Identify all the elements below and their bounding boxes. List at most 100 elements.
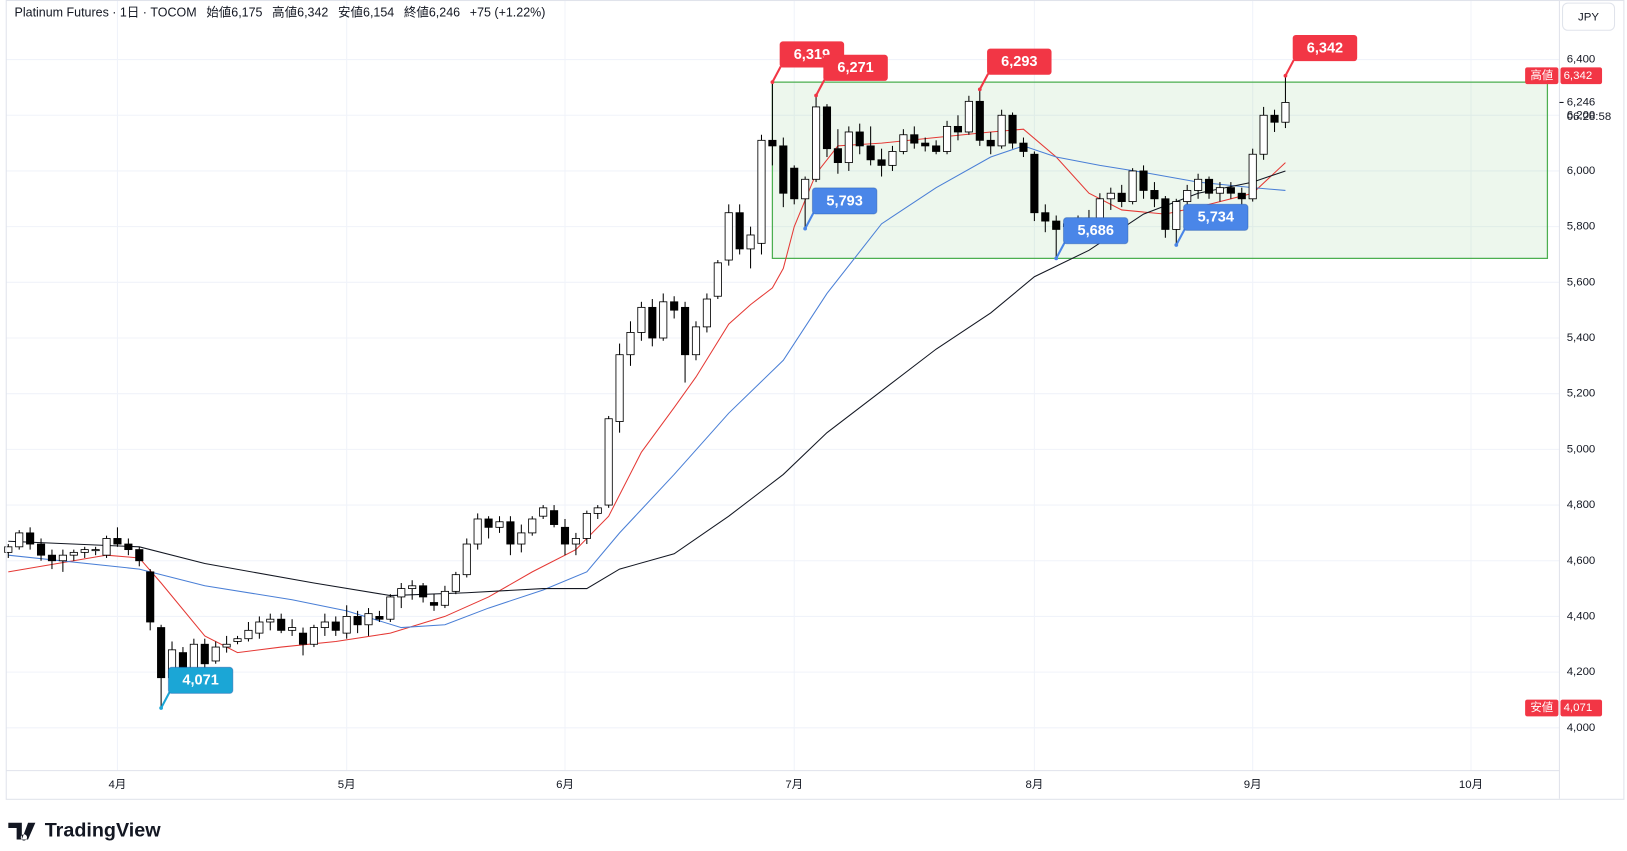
price-note-label: 4,071 bbox=[182, 673, 218, 689]
candle-body bbox=[517, 532, 526, 545]
candle-body bbox=[288, 627, 297, 631]
candle-body bbox=[1019, 142, 1028, 152]
y-tick-label: 4,200 bbox=[1567, 666, 1596, 678]
candle-body bbox=[1248, 153, 1257, 200]
last-price-label: 6,246 bbox=[1567, 96, 1596, 108]
candle-body bbox=[866, 145, 875, 161]
candle-body bbox=[942, 125, 952, 152]
candle-body bbox=[244, 629, 253, 640]
candle-body bbox=[1128, 170, 1137, 202]
candle-body bbox=[1215, 187, 1224, 194]
currency-label[interactable]: JPY bbox=[1578, 11, 1599, 23]
candle-body bbox=[757, 139, 766, 244]
candle-body bbox=[648, 306, 657, 339]
candle-body bbox=[953, 125, 963, 133]
price-tag-box bbox=[1560, 699, 1603, 717]
candle-body bbox=[910, 134, 919, 144]
y-tick-label: 5,200 bbox=[1567, 388, 1596, 400]
candle-body bbox=[921, 142, 930, 147]
candle-body bbox=[331, 621, 340, 631]
candle-body bbox=[1150, 190, 1159, 200]
candle-body bbox=[80, 549, 89, 553]
ohlc-low: 安値6,154 bbox=[338, 5, 394, 20]
candle-body bbox=[484, 518, 493, 528]
price-note-label: 5,734 bbox=[1198, 210, 1235, 226]
candle-body bbox=[375, 616, 384, 620]
candle-body bbox=[779, 145, 788, 194]
candle-body bbox=[277, 618, 286, 631]
price-note-box bbox=[811, 187, 878, 215]
price-note-pointer bbox=[771, 65, 782, 83]
candle-body bbox=[255, 621, 264, 634]
y-tick-label: 4,000 bbox=[1567, 722, 1596, 734]
brand[interactable]: TradingView bbox=[8, 819, 161, 841]
candle-body bbox=[1204, 178, 1214, 194]
price-note: 5,734 bbox=[1174, 203, 1249, 247]
x-tick-label: 10月 bbox=[1459, 779, 1483, 791]
candle-body bbox=[408, 585, 417, 590]
candle-body bbox=[899, 134, 908, 152]
y-tick-label: 4,400 bbox=[1567, 610, 1596, 622]
y-tick-label: 5,800 bbox=[1567, 221, 1596, 233]
price-note-box bbox=[1183, 203, 1249, 231]
candle-body bbox=[1270, 114, 1279, 123]
price-tag-name: 高値 bbox=[1530, 68, 1553, 82]
candle-body bbox=[26, 532, 35, 545]
candle-body bbox=[1172, 201, 1181, 230]
price-note-dot bbox=[977, 87, 982, 92]
candle-body bbox=[309, 627, 318, 645]
candle-body bbox=[844, 131, 853, 164]
price-tag-name-box bbox=[1525, 699, 1559, 717]
price-note: 5,686 bbox=[1054, 217, 1129, 261]
candle-body bbox=[877, 159, 886, 166]
x-tick-label: 6月 bbox=[556, 779, 574, 791]
candle-body bbox=[1194, 178, 1203, 191]
candle-body bbox=[146, 571, 155, 623]
ohlc-open: 始値6,175 bbox=[206, 5, 262, 20]
candle-body bbox=[964, 100, 973, 133]
price-note-dot bbox=[770, 80, 775, 85]
y-tick-label: 6,200 bbox=[1567, 109, 1596, 121]
price-note-dot bbox=[1174, 243, 1179, 247]
price-note-box bbox=[1062, 217, 1129, 245]
currency-button[interactable]: JPY bbox=[1562, 2, 1616, 31]
candle-body bbox=[495, 521, 504, 528]
candle-body bbox=[604, 418, 613, 506]
price-note-pointer bbox=[815, 79, 826, 96]
ohlc-high: 高値6,342 bbox=[272, 5, 328, 20]
candle-body bbox=[670, 301, 679, 311]
candle-body bbox=[702, 298, 711, 328]
candle-body bbox=[855, 131, 864, 147]
price-note-label: 6,319 bbox=[794, 47, 830, 63]
candle-body bbox=[724, 212, 733, 261]
candle-body bbox=[539, 507, 548, 517]
candle-body bbox=[997, 114, 1006, 147]
candle-body bbox=[200, 643, 209, 665]
candle-body bbox=[364, 613, 373, 626]
candle-body bbox=[1117, 192, 1126, 202]
candle-body bbox=[550, 510, 559, 525]
candle-body bbox=[419, 585, 428, 598]
x-tick-label: 5月 bbox=[338, 779, 356, 791]
price-note-pointer bbox=[160, 691, 171, 709]
price-note-box bbox=[987, 48, 1052, 75]
candle-body bbox=[1030, 153, 1039, 214]
price-note-dot bbox=[814, 93, 818, 98]
candle-body bbox=[735, 212, 744, 250]
candle-body bbox=[69, 551, 78, 556]
candle-body bbox=[1259, 114, 1268, 155]
brand-logo[interactable] bbox=[8, 822, 36, 841]
price-note-pointer bbox=[1055, 242, 1066, 259]
candle-body bbox=[1237, 192, 1246, 200]
candle-body bbox=[113, 538, 122, 545]
candle-body bbox=[571, 538, 580, 545]
candle-body bbox=[15, 532, 24, 548]
currency-button-box[interactable] bbox=[1562, 2, 1616, 31]
candle-body bbox=[1139, 170, 1148, 191]
x-tick-label: 8月 bbox=[1025, 779, 1043, 791]
candle-body bbox=[626, 332, 635, 356]
brand-name[interactable]: TradingView bbox=[45, 819, 162, 841]
candle-body bbox=[266, 618, 275, 623]
candle-body bbox=[746, 234, 755, 250]
